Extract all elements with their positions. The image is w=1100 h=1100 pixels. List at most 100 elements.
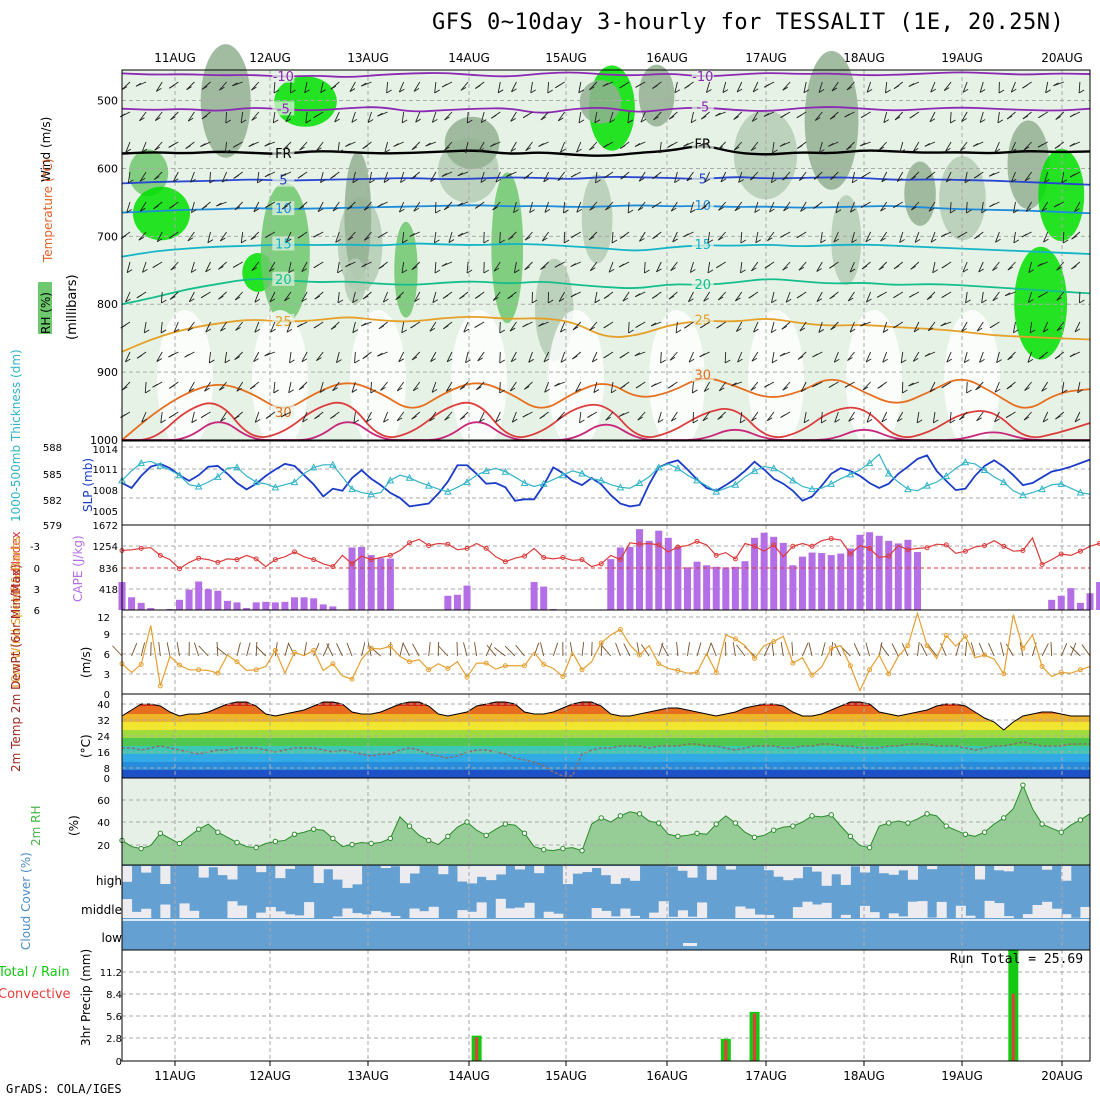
- upper-wind-barb: [930, 231, 936, 243]
- upper-wind-barb: [966, 381, 968, 394]
- wind-speed-point: [694, 669, 700, 675]
- upper-wind-barb: [772, 141, 775, 153]
- temperature-contour-label: 5: [699, 172, 707, 187]
- upper-wind-barb: [1025, 201, 1032, 212]
- upper-wind-barb: [441, 262, 448, 267]
- upper-wind-barb: [620, 145, 626, 149]
- cape-bar: [712, 566, 720, 610]
- upper-wind-barb: [847, 297, 854, 302]
- upper-wind-barb: [540, 116, 547, 121]
- upper-wind-barb: [997, 111, 1000, 123]
- temperature-contour: [121, 175, 1091, 186]
- upper-wind-barb: [704, 171, 711, 183]
- upper-wind-barb: [463, 321, 469, 333]
- upper-wind-barb: [780, 114, 786, 118]
- upper-wind-barb: [699, 353, 705, 358]
- upper-wind-barb: [529, 209, 535, 214]
- upper-wind-barb: [251, 81, 260, 91]
- upper-wind-barb: [270, 321, 276, 333]
- thickness-point: [808, 485, 816, 493]
- thickness-point: [290, 478, 299, 486]
- upper-wind-barb: [570, 173, 577, 178]
- upper-wind-barb: [610, 389, 617, 394]
- cloud-clear-middle: [898, 916, 909, 918]
- upper-wind-barb: [1054, 355, 1061, 360]
- upper-wind-barb: [190, 201, 195, 213]
- thickness-point: [175, 471, 184, 479]
- surface-wind-barb: [1000, 642, 1005, 657]
- upper-wind-barb: [354, 359, 360, 364]
- upper-wind-barb: [860, 174, 867, 179]
- upper-wind-barb: [995, 231, 1000, 243]
- rh2m-point: [330, 835, 336, 842]
- upper-wind-barb: [153, 176, 160, 180]
- surface-wind-barb: [540, 642, 545, 657]
- wind-speed-point: [138, 661, 144, 667]
- wind-speed-point: [1020, 645, 1026, 651]
- upper-wind-barb: [154, 111, 163, 121]
- upper-wind-barb: [950, 111, 952, 124]
- thickness-point: [865, 459, 874, 467]
- upper-wind-barb: [169, 84, 175, 89]
- date-label-bottom: 12AUG: [249, 1069, 291, 1083]
- upper-wind-barb: [127, 171, 131, 183]
- upper-wind-barb: [184, 353, 190, 358]
- upper-wind-barb: [444, 411, 453, 421]
- upper-wind-barb: [618, 413, 625, 417]
- rh2m-tick-label: 40: [97, 818, 110, 829]
- cape-bar: [1048, 599, 1056, 610]
- upper-wind-barb: [190, 171, 195, 183]
- cape-tick-label: 836: [99, 564, 118, 575]
- upper-wind-barb: [1013, 209, 1019, 214]
- upper-wind-barb: [253, 358, 259, 363]
- cloud-clear-middle: [917, 901, 928, 918]
- upper-wind-barb: [605, 411, 614, 421]
- upper-wind-barb: [849, 321, 855, 333]
- upper-wind-barb: [751, 357, 758, 362]
- cape-bar: [894, 543, 902, 610]
- upper-wind-barb: [716, 324, 722, 329]
- contour-label-bg: [691, 68, 714, 83]
- upper-wind-barb: [205, 321, 211, 333]
- upper-wind-barb: [949, 201, 952, 214]
- cloud-clear-middle: [1003, 916, 1014, 918]
- upper-wind-barb: [1010, 148, 1017, 153]
- upper-wind-barb: [592, 358, 598, 363]
- upper-wind-barb: [491, 114, 497, 119]
- upper-wind-barb: [170, 266, 177, 271]
- upper-wind-barb: [136, 294, 143, 299]
- upper-wind-barb: [1012, 321, 1016, 333]
- cloud-clear-high: [888, 866, 899, 875]
- surface-wind-barb: [336, 643, 343, 657]
- upper-wind-barb: [634, 143, 641, 147]
- upper-wind-barb: [834, 411, 839, 423]
- upper-wind-barb: [803, 411, 807, 423]
- wind-speed-point: [1039, 663, 1045, 669]
- upper-wind-barb: [435, 209, 441, 214]
- lifted-index-point: [502, 559, 508, 565]
- upper-wind-barb: [430, 351, 437, 362]
- upper-wind-barb: [994, 148, 1001, 153]
- upper-wind-barb: [433, 231, 437, 243]
- upper-wind-barb: [750, 176, 756, 181]
- upper-wind-barb: [701, 115, 707, 120]
- rh2m-point: [425, 837, 432, 844]
- wind-speed-point: [349, 676, 355, 682]
- upper-wind-barb: [733, 116, 739, 120]
- upper-wind-barb: [119, 113, 126, 118]
- upper-wind-barb: [393, 143, 399, 147]
- upper-wind-barb: [740, 231, 743, 243]
- upper-wind-barb: [780, 234, 786, 238]
- upper-wind-barb: [156, 351, 163, 362]
- surface-wind-barb: [696, 642, 702, 657]
- upper-wind-barb: [960, 147, 966, 151]
- upper-wind-barb: [1027, 358, 1034, 363]
- upper-wind-barb: [270, 328, 276, 333]
- contour-label-bg: [691, 197, 714, 212]
- upper-wind-barb: [844, 113, 850, 118]
- upper-wind-barb: [800, 208, 806, 212]
- upper-wind-barb: [512, 418, 518, 423]
- upper-wind-barb: [781, 325, 788, 330]
- upper-wind-barb: [499, 359, 505, 364]
- upper-wind-barb: [265, 234, 271, 238]
